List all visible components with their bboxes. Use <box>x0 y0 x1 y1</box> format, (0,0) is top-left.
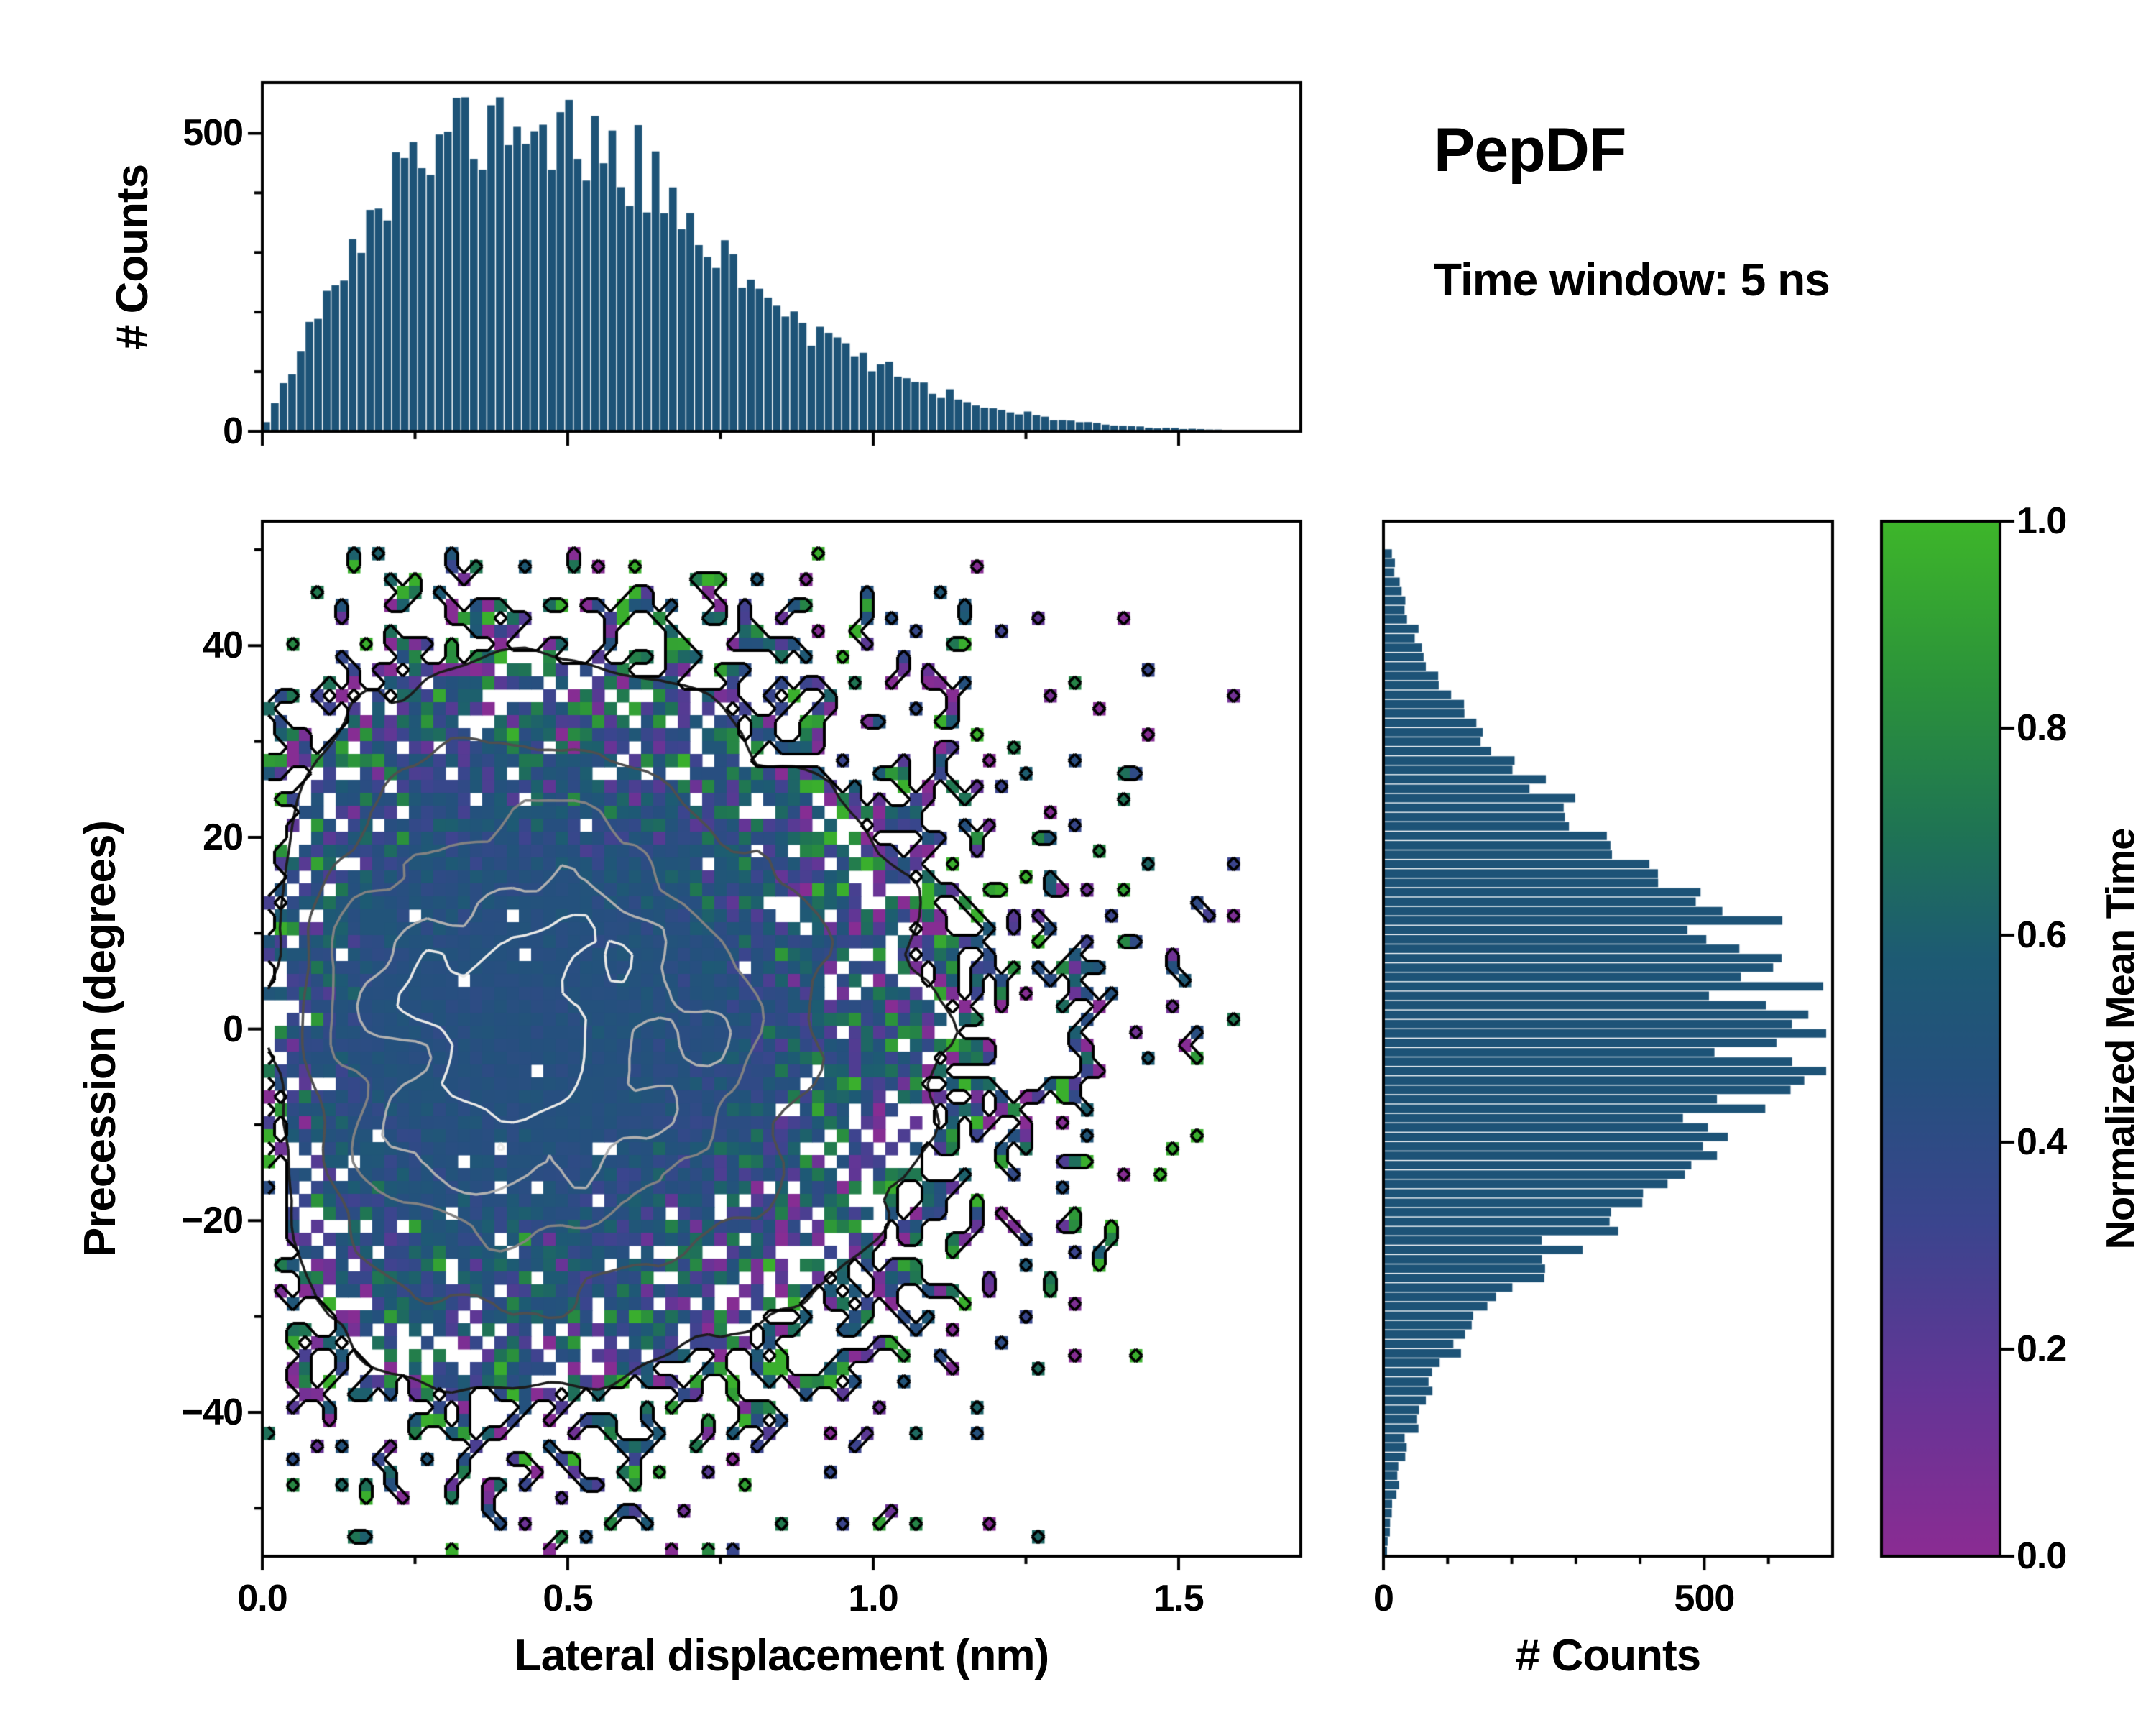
colorbar-label-wrap: Normalized Mean Time <box>2073 521 2156 1556</box>
main-x-tick-label: 0.0 <box>237 1578 287 1619</box>
right-hist-x-tick-label: 0 <box>1373 1578 1394 1619</box>
main-x-tick-label: 0.5 <box>543 1578 593 1619</box>
main-y-tick-label: 20 <box>203 816 244 858</box>
top-hist-ylabel: # Counts <box>108 164 158 350</box>
main-y-tick-label: 40 <box>203 625 244 667</box>
right-hist-x-tick-label: 500 <box>1674 1578 1736 1619</box>
plot-title: PepDF <box>1434 116 1626 185</box>
colorbar-tick-label: 0.2 <box>2017 1328 2067 1370</box>
top-hist-y-tick-label: 0 <box>223 410 244 452</box>
colorbar-tick-label: 0.6 <box>2017 914 2067 956</box>
right-hist-xlabel: # Counts <box>1515 1631 1701 1680</box>
colorbar-label: Normalized Mean Time <box>2097 828 2143 1249</box>
colorbar-tick-label: 0.8 <box>2017 707 2067 749</box>
main-xlabel: Lateral displacement (nm) <box>514 1631 1049 1680</box>
main-y-tick-label: 0 <box>223 1008 244 1050</box>
colorbar-tick-label: 0.0 <box>2017 1535 2067 1577</box>
plot-subtitle: Time window: 5 ns <box>1434 254 1830 305</box>
main-y-tick-label: −20 <box>181 1200 244 1242</box>
main-x-tick-label: 1.5 <box>1153 1578 1204 1619</box>
colorbar-tick-label: 1.0 <box>2017 500 2067 542</box>
main-x-tick-label: 1.0 <box>848 1578 898 1619</box>
main-y-tick-label: −40 <box>181 1392 244 1433</box>
colorbar-tick-label: 0.4 <box>2017 1121 2067 1163</box>
top-hist-y-tick-label: 500 <box>183 112 244 155</box>
